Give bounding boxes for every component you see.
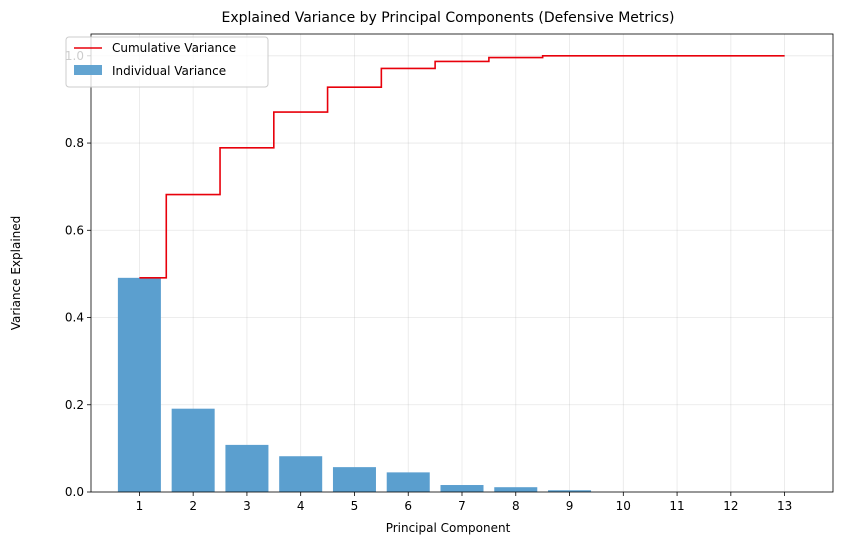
x-tick-label: 7	[458, 499, 466, 513]
y-tick-label: 0.2	[65, 398, 84, 412]
legend: Cumulative Variance Individual Variance	[65, 36, 269, 88]
x-tick-label: 2	[189, 499, 197, 513]
x-tick-label: 12	[723, 499, 738, 513]
x-tick-label: 10	[616, 499, 631, 513]
legend-box	[65, 36, 269, 88]
legend-swatch-individual	[74, 65, 102, 75]
legend-label-individual: Individual Variance	[112, 64, 226, 78]
x-tick-label: 8	[512, 499, 520, 513]
variance-bar	[386, 472, 430, 492]
y-tick-label: 0.8	[65, 136, 84, 150]
y-axis-label: Variance Explained	[9, 216, 23, 331]
chart-title: Explained Variance by Principal Componen…	[222, 10, 675, 26]
x-tick-label: 4	[297, 499, 305, 513]
variance-bar	[117, 277, 161, 492]
x-tick-label: 1	[136, 499, 144, 513]
variance-bar	[494, 487, 538, 492]
x-tick-label: 6	[404, 499, 412, 513]
x-axis-ticks: 1 2 3 4 5 6 7 8 9 10 11 12 13	[136, 492, 792, 513]
x-tick-label: 11	[669, 499, 684, 513]
x-tick-label: 13	[777, 499, 792, 513]
y-tick-label: 0.4	[65, 311, 84, 325]
cumulative-line-layer	[139, 55, 785, 279]
variance-bar	[440, 485, 484, 492]
legend-label-cumulative: Cumulative Variance	[112, 41, 236, 55]
y-axis-ticks: 0.00.20.40.60.81.0	[65, 49, 91, 499]
x-tick-label: 3	[243, 499, 251, 513]
variance-bar	[332, 467, 376, 492]
x-tick-label: 5	[351, 499, 359, 513]
variance-bar	[225, 444, 269, 492]
variance-bar	[548, 490, 592, 492]
y-tick-label: 0.6	[65, 223, 84, 237]
x-axis-label: Principal Component	[386, 521, 511, 535]
variance-bar	[279, 456, 323, 492]
cumulative-variance-line	[139, 55, 785, 279]
variance-bar	[171, 408, 215, 492]
bars	[117, 277, 592, 492]
x-tick-label: 9	[566, 499, 574, 513]
y-tick-label: 0.0	[65, 485, 84, 499]
